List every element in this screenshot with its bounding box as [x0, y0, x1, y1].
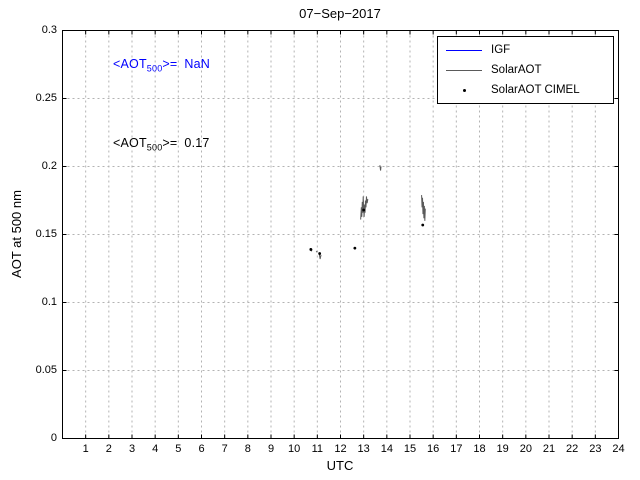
x-tick-label: 10: [288, 443, 301, 455]
annotation-equals: >=: [162, 136, 178, 150]
y-tick-label: 0.2: [41, 160, 57, 172]
legend-item: SolarAOT CIMEL: [438, 80, 613, 100]
series-point-solaraot-cimel: [362, 208, 366, 212]
x-tick-label: 20: [519, 443, 532, 455]
x-tick-label: 24: [612, 443, 625, 455]
legend-line-sample: [446, 49, 482, 51]
legend-dot-marker: [446, 88, 482, 92]
legend-label: IGF: [491, 44, 511, 56]
annotation-mean-aot-nan: <AOT500>= NaN: [113, 57, 210, 74]
x-tick-label: 23: [589, 443, 602, 455]
series-line-solaraot: [318, 253, 322, 260]
x-tick-label: 6: [198, 443, 205, 455]
legend: IGF SolarAOT SolarAOT CIMEL: [437, 36, 614, 104]
series-line-solaraot: [379, 165, 382, 171]
annotation-mean-aot-value: <AOT500>= 0.17: [113, 136, 210, 153]
y-tick-label: 0.3: [41, 24, 57, 36]
x-tick-label: 1: [82, 443, 89, 455]
series-point-solaraot-cimel: [353, 246, 357, 250]
annotation-value: 0.17: [184, 136, 210, 150]
annotation-subscript: 500: [146, 142, 163, 153]
series-line-solaraot: [421, 195, 426, 221]
x-tick-label: 11: [311, 443, 324, 455]
x-tick-label: 4: [152, 443, 159, 455]
x-tick-label: 2: [105, 443, 112, 455]
x-tick-label: 12: [334, 443, 347, 455]
series-point-solaraot-cimel: [309, 248, 313, 251]
x-tick-label: 19: [496, 443, 509, 455]
legend-label: SolarAOT CIMEL: [491, 84, 580, 96]
x-axis-label: UTC: [326, 458, 354, 473]
x-tick-label: 21: [542, 443, 556, 455]
annotation-equals: >=: [162, 57, 178, 71]
x-tick-label: 18: [473, 443, 486, 455]
annotation-text: <AOT: [113, 57, 147, 71]
line-swatch: [446, 49, 482, 51]
x-tick-label: 22: [566, 443, 579, 455]
y-tick-label: 0.1: [41, 296, 57, 308]
annotation-subscript: 500: [146, 63, 163, 74]
annotation-value: NaN: [184, 57, 211, 71]
series-point-solaraot-cimel: [318, 252, 322, 255]
y-tick-label: 0.05: [35, 364, 57, 376]
y-tick-label: 0: [50, 432, 57, 444]
series-line-solaraot: [360, 196, 369, 220]
legend-item: IGF: [438, 40, 613, 60]
x-tick-label: 8: [244, 443, 251, 455]
y-tick-label: 0.25: [35, 92, 57, 104]
x-tick-label: 17: [450, 443, 463, 455]
series-line-solaraot: [315, 250, 318, 253]
x-tick-label: 5: [175, 443, 182, 455]
x-tick-label: 14: [380, 443, 393, 455]
x-tick-label: 13: [357, 443, 370, 455]
x-tick-label: 7: [221, 443, 228, 455]
annotation-text: <AOT: [113, 136, 147, 150]
legend-line-sample: [446, 69, 482, 71]
x-tick-label: 16: [427, 443, 440, 455]
x-tick-label: 15: [403, 443, 417, 455]
y-tick-label: 0.15: [35, 228, 57, 240]
series-point-solaraot-cimel: [421, 223, 425, 227]
dot-icon: [462, 88, 466, 92]
chart-title: 07−Sep−2017: [299, 6, 381, 21]
legend-label: SolarAOT: [491, 64, 542, 76]
x-tick-label: 9: [267, 443, 275, 455]
x-tick-label: 3: [128, 443, 136, 455]
legend-item: SolarAOT: [438, 60, 613, 80]
line-swatch: [446, 69, 482, 71]
